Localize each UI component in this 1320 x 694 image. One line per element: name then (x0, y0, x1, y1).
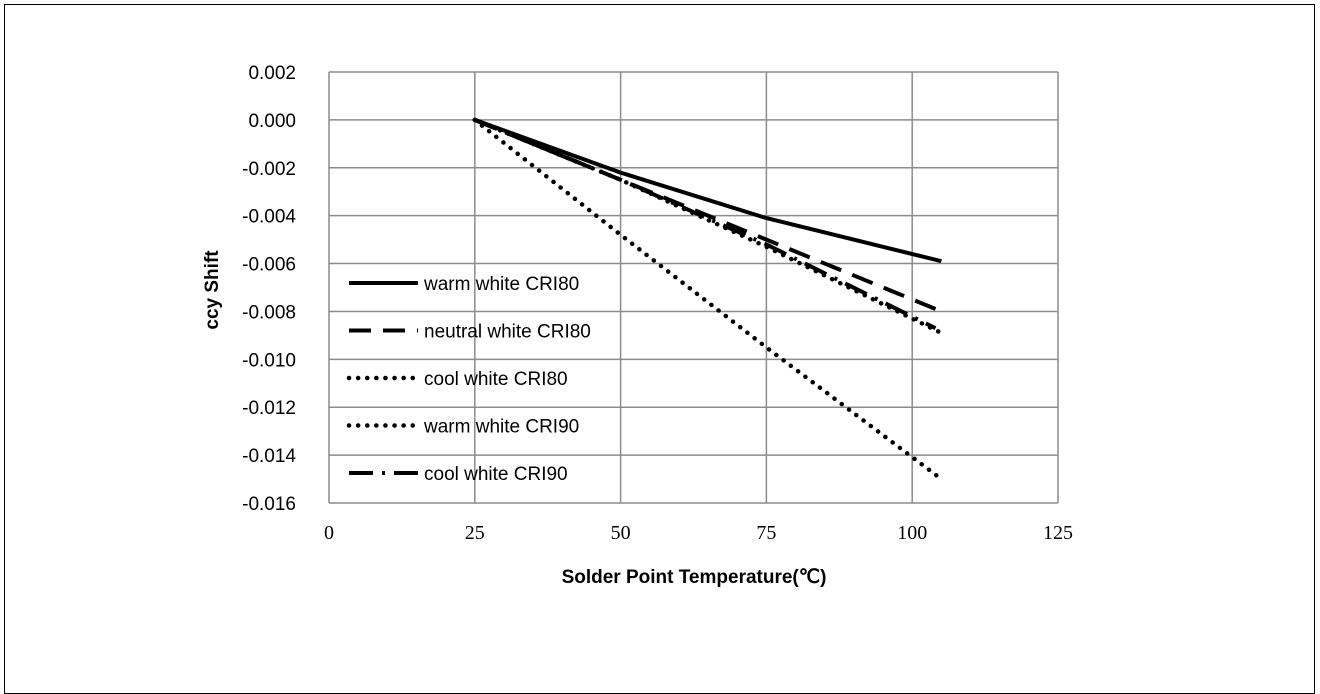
y-tick-label: -0.014 (242, 446, 296, 467)
legend: warm white CRI80 neutral white CRI80 cool … (346, 274, 591, 485)
legend-label: neutral white CRI80 (424, 322, 591, 343)
gridlines (328, 71, 1059, 504)
series-line-5 (474, 118, 937, 330)
series-line-4 (472, 117, 944, 482)
y-tick-label: -0.004 (242, 207, 296, 228)
x-axis-title: Solder Point Temperature(℃) (562, 567, 827, 588)
series-line-3 (472, 117, 944, 336)
y-tick-label: -0.008 (242, 302, 296, 323)
y-tick-label: -0.012 (242, 398, 296, 419)
x-tick-label: 25 (465, 522, 485, 544)
y-tick-label: -0.006 (242, 255, 296, 276)
legend-label: cool white CRI80 (424, 369, 568, 390)
legend-label: warm white CRI80 (423, 274, 579, 295)
y-tick-label: -0.016 (242, 494, 296, 515)
legend-label: warm white CRI90 (423, 417, 579, 438)
chart-frame (4, 4, 1315, 694)
x-tick-label: 75 (756, 522, 776, 544)
y-tick-label: -0.002 (242, 159, 296, 180)
y-tick-label: 0.000 (248, 111, 296, 132)
x-tick-label: 0 (324, 522, 334, 544)
x-tick-label: 125 (1043, 522, 1073, 544)
legend-label: cool white CRI90 (424, 464, 568, 485)
x-tick-labels: 0 25 50 75 100 125 (324, 522, 1073, 544)
x-tick-label: 100 (897, 522, 927, 544)
y-axis-title: ccy Shift (202, 250, 223, 330)
x-tick-label: 50 (611, 522, 631, 544)
y-tick-labels: 0.002 0.000 -0.002 -0.004 -0.006 -0.008 -0.010… (242, 63, 296, 515)
series-line-1 (474, 118, 942, 264)
series-lines (472, 117, 944, 482)
y-tick-label: -0.010 (242, 350, 296, 371)
y-tick-label: 0.002 (248, 63, 296, 84)
